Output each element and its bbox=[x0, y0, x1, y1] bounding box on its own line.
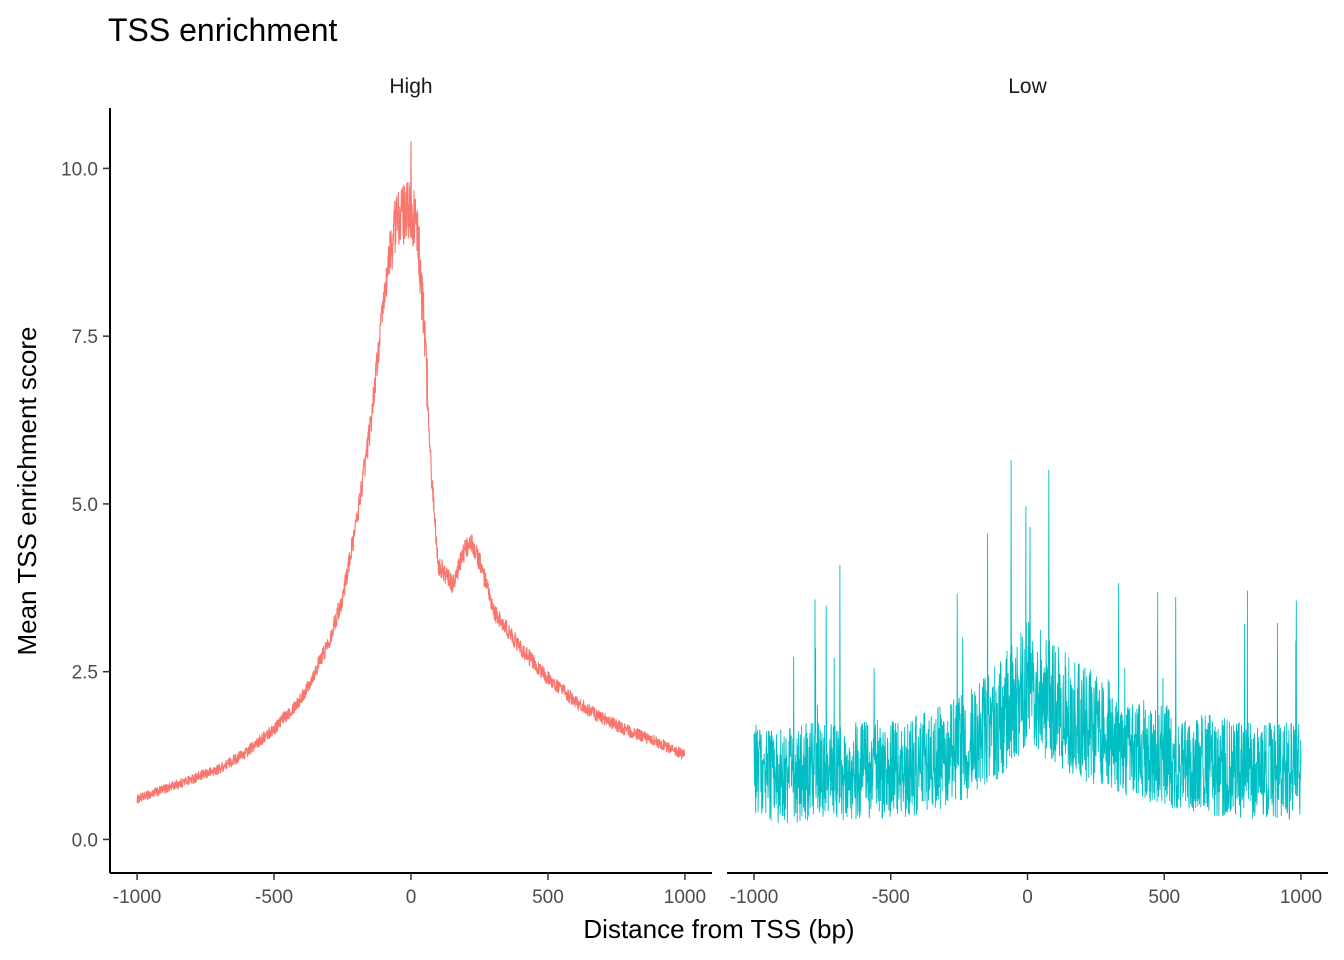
x-axis-title: Distance from TSS (bp) bbox=[583, 914, 854, 944]
series-line-high bbox=[136, 141, 686, 804]
y-axis-title: Mean TSS enrichment score bbox=[12, 327, 42, 656]
series-line-low bbox=[753, 459, 1302, 823]
x-tick-label-1-1: -500 bbox=[872, 887, 910, 908]
x-tick-label-0-0: -1000 bbox=[113, 887, 162, 908]
y-tick-label-1: 2.5 bbox=[72, 663, 98, 684]
y-tick-label-2: 5.0 bbox=[72, 495, 98, 516]
y-tick-label-4: 10.0 bbox=[61, 159, 98, 180]
x-tick-label-1-3: 500 bbox=[1148, 887, 1180, 908]
panel-strip-label-0: High bbox=[389, 75, 432, 98]
y-tick-label-3: 7.5 bbox=[72, 327, 98, 348]
chart-title: TSS enrichment bbox=[108, 12, 338, 48]
x-tick-label-0-3: 500 bbox=[532, 887, 564, 908]
x-tick-label-1-4: 1000 bbox=[1280, 887, 1322, 908]
y-tick-label-0: 0.0 bbox=[72, 830, 98, 851]
x-tick-label-0-2: 0 bbox=[406, 887, 417, 908]
x-tick-label-0-1: -500 bbox=[255, 887, 293, 908]
x-tick-label-1-2: 0 bbox=[1022, 887, 1033, 908]
panel-strip-label-1: Low bbox=[1008, 75, 1047, 98]
x-tick-label-0-4: 1000 bbox=[664, 887, 706, 908]
panels-group: High -1000 -500 0 500 1000 0.0 2.5 5.0 7.5 10.0 Low… bbox=[61, 75, 1328, 908]
x-tick-label-1-0: -1000 bbox=[730, 887, 779, 908]
